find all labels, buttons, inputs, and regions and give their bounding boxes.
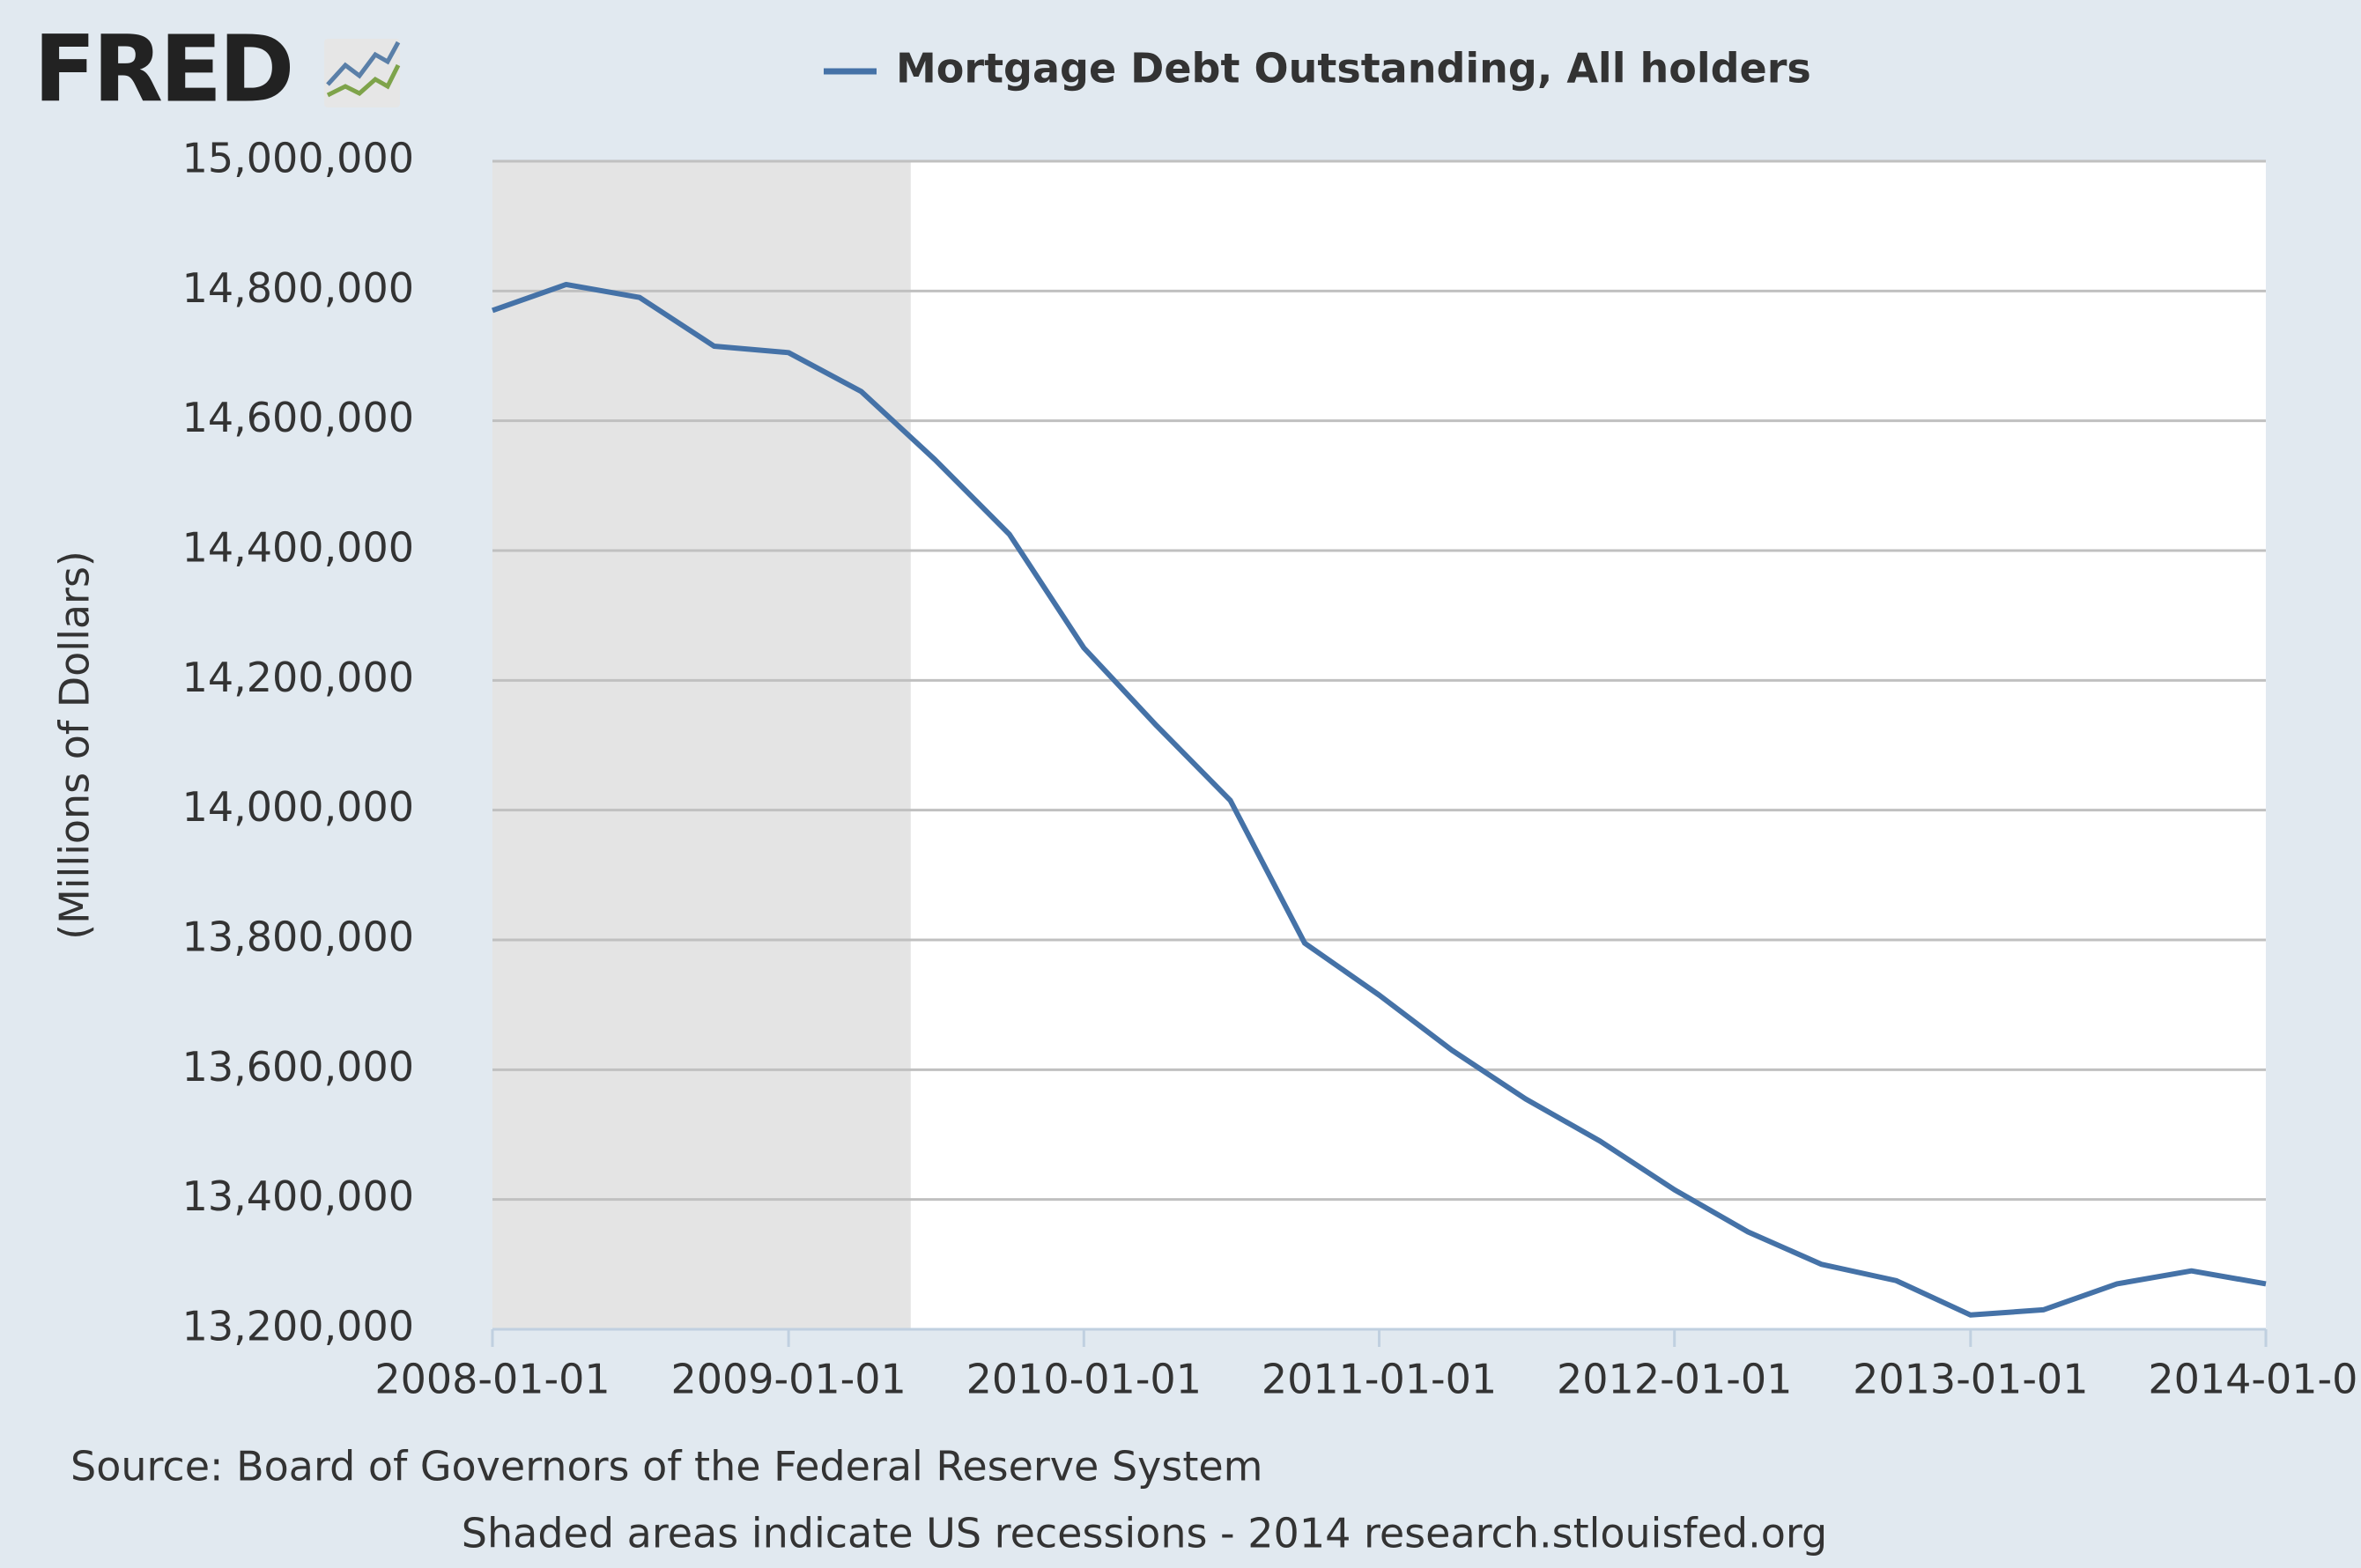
y-tick-label: 13,800,000 xyxy=(182,913,414,961)
logo-text: FRED xyxy=(33,15,292,122)
legend-label: Mortgage Debt Outstanding, All holders xyxy=(896,45,1811,92)
y-tick-label: 13,200,000 xyxy=(182,1303,414,1350)
source: Source: Board of Governors of the Federa… xyxy=(70,1443,1262,1490)
x-tick-label: 2008-01-01 xyxy=(374,1356,610,1403)
x-tick-label: 2011-01-01 xyxy=(1262,1356,1497,1403)
y-axis-title: (Millions of Dollars) xyxy=(51,551,99,940)
y-tick-label: 13,400,000 xyxy=(182,1172,414,1220)
y-tick-label: 14,600,000 xyxy=(182,394,414,441)
x-tick-label: 2014-01-01 xyxy=(2148,1356,2361,1403)
logo: FRED xyxy=(33,15,401,122)
y-tick-label: 14,400,000 xyxy=(182,524,414,572)
x-tick-label: 2013-01-01 xyxy=(1853,1356,2088,1403)
recession-band xyxy=(492,161,911,1329)
y-tick-label: 13,600,000 xyxy=(182,1043,414,1091)
logo-icon-line xyxy=(326,63,401,98)
data-line xyxy=(492,281,2267,1318)
y-tick-label: 15,000,000 xyxy=(182,135,414,182)
recession-layer xyxy=(492,161,911,1329)
x-tick-label: 2009-01-01 xyxy=(670,1356,906,1403)
line-layer xyxy=(492,281,2267,1318)
y-tick-label: 14,000,000 xyxy=(182,783,414,831)
y-tick-label: 14,800,000 xyxy=(182,264,414,312)
label-layer: 13,200,000 13,400,000 13,600,000 13,800,000… xyxy=(182,135,2361,1403)
logo-icon-line xyxy=(326,41,401,86)
footnote: Shaded areas indicate US recessions - 20… xyxy=(462,1510,1827,1557)
y-tick-label: 14,200,000 xyxy=(182,654,414,701)
x-tick-label: 2010-01-01 xyxy=(966,1356,1202,1403)
x-tick-label: 2012-01-01 xyxy=(1557,1356,1792,1403)
grid-layer xyxy=(491,159,2268,1347)
